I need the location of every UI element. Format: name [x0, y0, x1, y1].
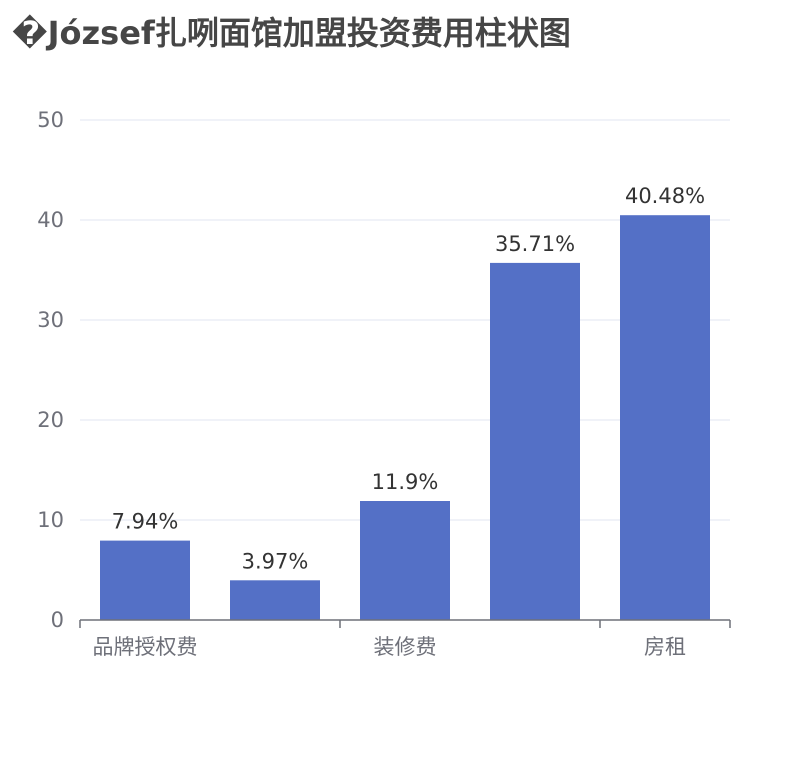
data-label: 40.48%: [625, 184, 705, 208]
bar: [230, 580, 320, 620]
y-tick-label: 20: [37, 408, 64, 432]
x-tick-label: 装修费: [374, 635, 437, 659]
y-tick-label: 40: [37, 208, 64, 232]
data-label: 35.71%: [495, 232, 575, 256]
y-tick-label: 50: [37, 108, 64, 132]
data-label: 11.9%: [372, 470, 439, 494]
y-axis-labels: 0 10 20 30 40 50: [37, 108, 64, 632]
y-tick-label: 0: [51, 608, 64, 632]
bar: [490, 263, 580, 620]
bar: [620, 215, 710, 620]
bar: [100, 541, 190, 620]
bars: [100, 215, 710, 620]
bar: [360, 501, 450, 620]
y-tick-label: 10: [37, 508, 64, 532]
data-label: 3.97%: [242, 549, 309, 573]
x-tick-label: 房租: [644, 635, 686, 659]
data-label: 7.94%: [112, 510, 179, 534]
y-tick-label: 30: [37, 308, 64, 332]
x-axis: [80, 620, 730, 628]
x-axis-labels: 品牌授权费 装修费 房租: [93, 635, 687, 659]
x-tick-label: 品牌授权费: [93, 635, 198, 659]
